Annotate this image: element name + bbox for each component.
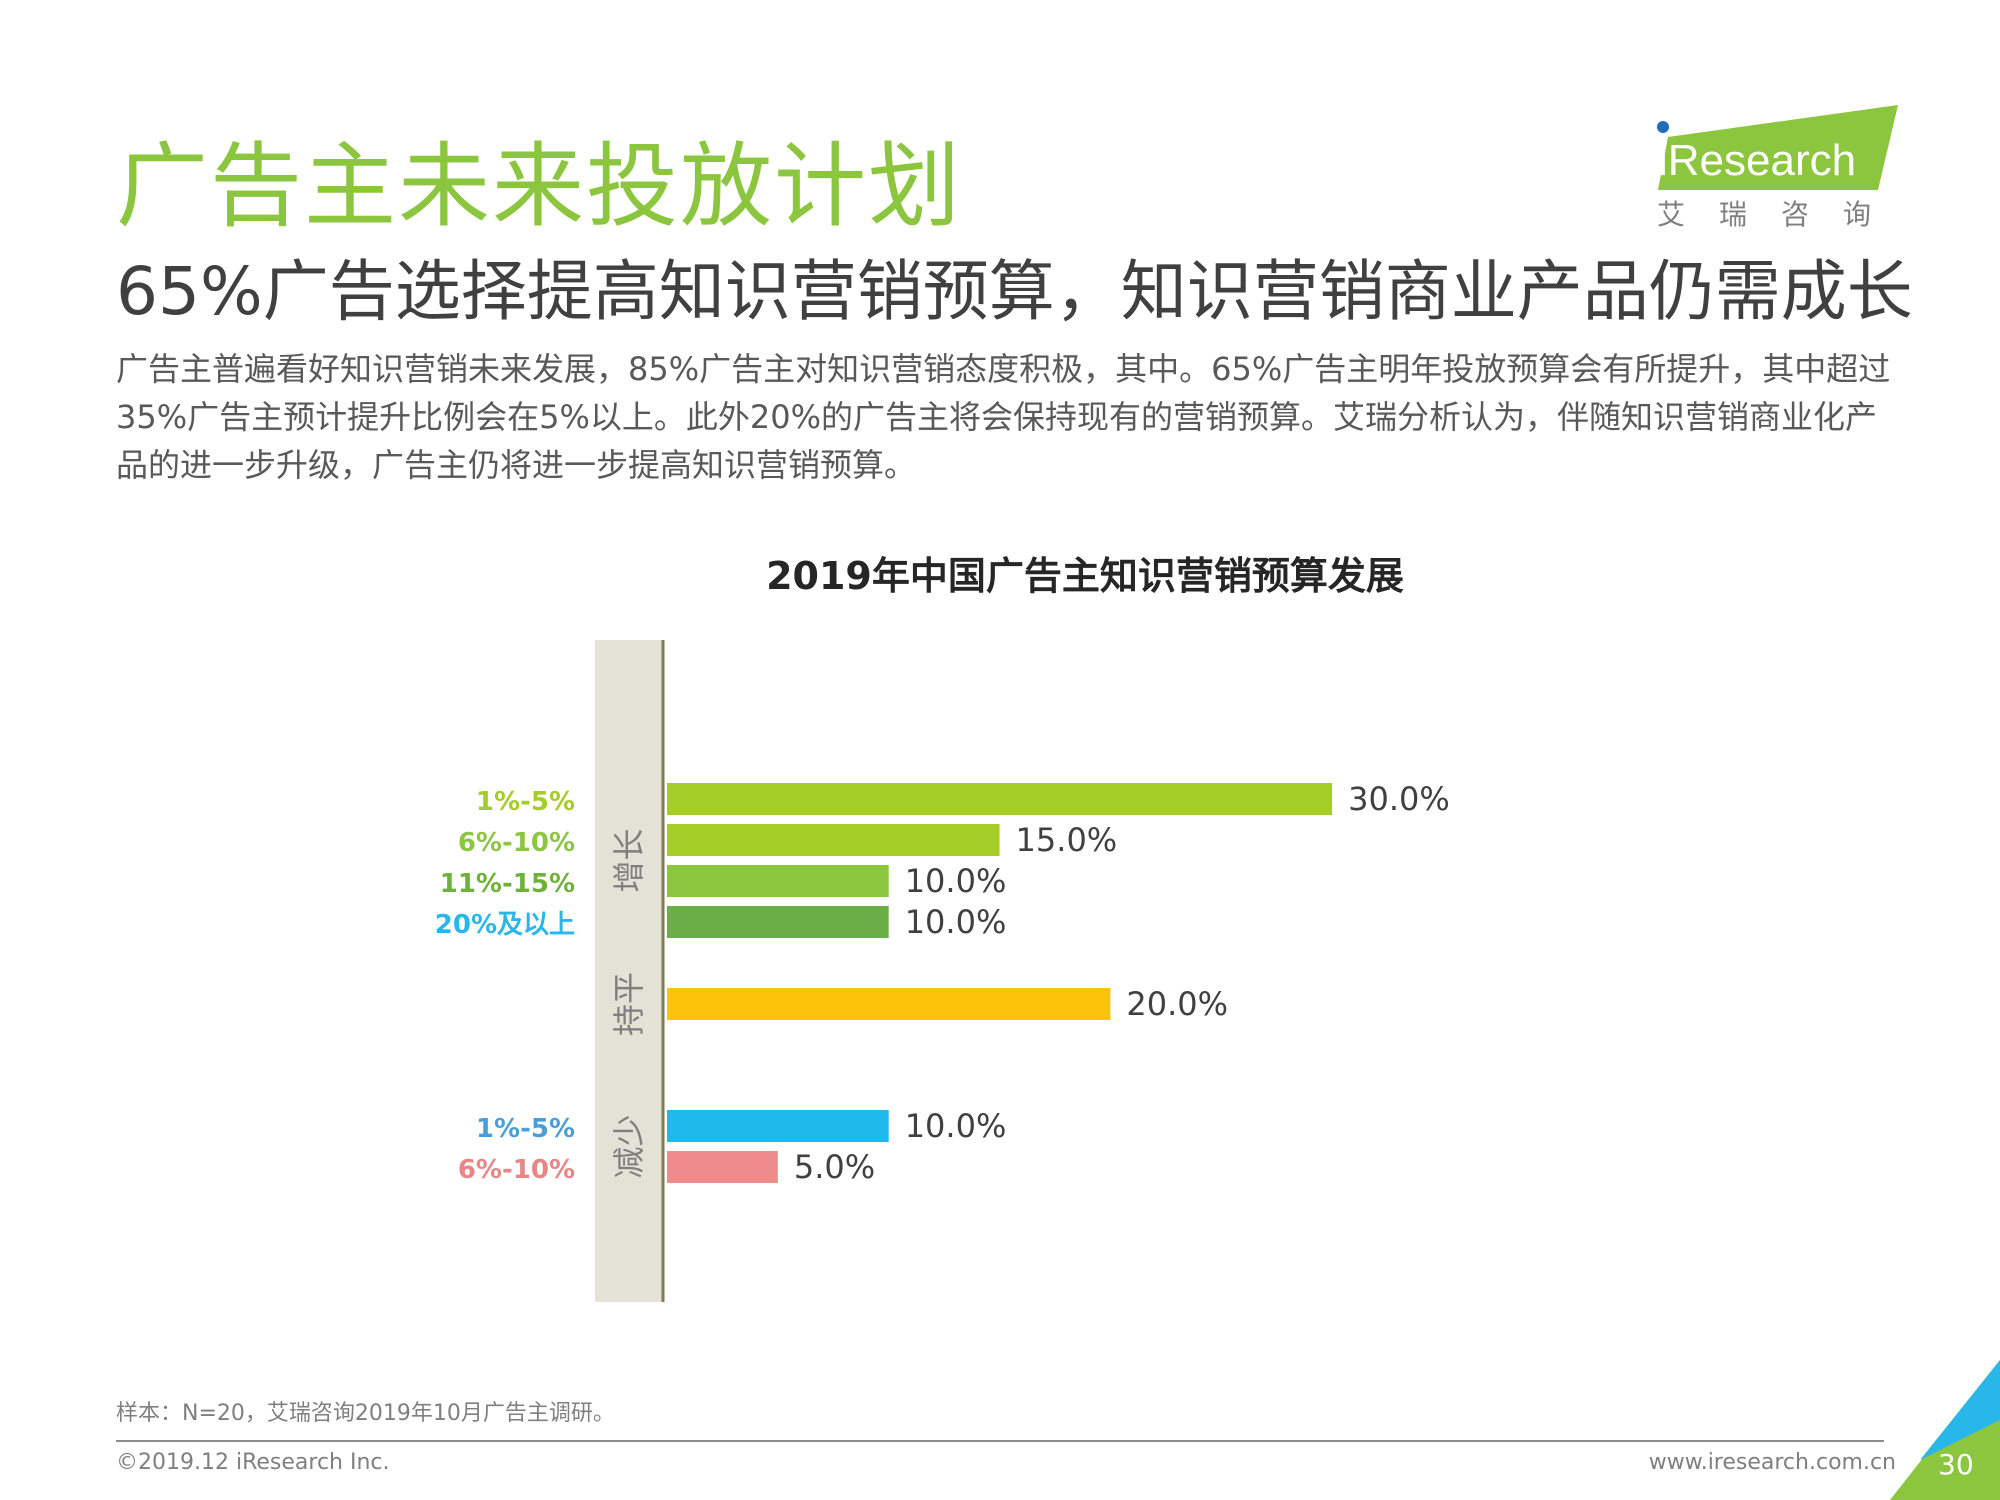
- bar: [667, 1110, 889, 1142]
- data-label: 10.0%: [905, 1107, 1007, 1145]
- group-label: 持平: [610, 972, 648, 1036]
- bar: [667, 865, 889, 897]
- category-label: 11%-15%: [440, 869, 575, 899]
- data-label: 30.0%: [1348, 780, 1450, 818]
- page-number: 30: [1938, 1448, 1974, 1481]
- category-label: 1%-5%: [476, 1114, 575, 1144]
- bar: [667, 906, 889, 938]
- category-band: [595, 640, 663, 1302]
- bar: [667, 783, 1333, 815]
- summary-paragraph: 广告主普遍看好知识营销未来发展，85%广告主对知识营销态度积极，其中。65%广告…: [116, 350, 1891, 484]
- page-subtitle: 65%广告选择提高知识营销预算，知识营销商业产品仍需成长: [116, 253, 1913, 330]
- data-label: 10.0%: [905, 903, 1007, 941]
- logo-chinese-name: 艾瑞咨询: [1657, 198, 1906, 231]
- logo-dot-icon: [1657, 121, 1669, 133]
- bar: [667, 824, 1000, 856]
- chart-title: 2019年中国广告主知识营销预算发展: [766, 554, 1404, 598]
- corner-decoration: [1890, 1360, 2000, 1500]
- category-label: 6%-10%: [458, 1155, 575, 1185]
- bar: [667, 1151, 778, 1183]
- logo-badge: [1658, 105, 1898, 190]
- data-label: 10.0%: [905, 862, 1007, 900]
- logo-text: iResearch: [1658, 136, 1856, 185]
- data-label: 20.0%: [1126, 985, 1228, 1023]
- iresearch-logo: iResearch: [1657, 105, 1898, 190]
- website-url: www.iresearch.com.cn: [1648, 1450, 1896, 1475]
- data-label: 15.0%: [1016, 821, 1118, 859]
- bar: [667, 988, 1111, 1020]
- category-label: 20%及以上: [435, 910, 575, 940]
- category-label: 6%-10%: [458, 828, 575, 858]
- page-title: 广告主未来投放计划: [116, 133, 963, 240]
- footer-divider: [116, 1440, 1884, 1442]
- group-label: 增长: [610, 828, 648, 892]
- copyright-text: ©2019.12 iResearch Inc.: [116, 1450, 390, 1475]
- category-label: 1%-5%: [476, 787, 575, 817]
- source-note: 样本：N=20，艾瑞咨询2019年10月广告主调研。: [116, 1401, 615, 1426]
- budget-bar-chart: 增长 30.0% 1%-5% 15.0% 6%-10% 10.0% 11%-15% 10.0%…: [435, 640, 1450, 1302]
- data-label: 5.0%: [794, 1148, 875, 1186]
- group-label: 减少: [610, 1114, 648, 1178]
